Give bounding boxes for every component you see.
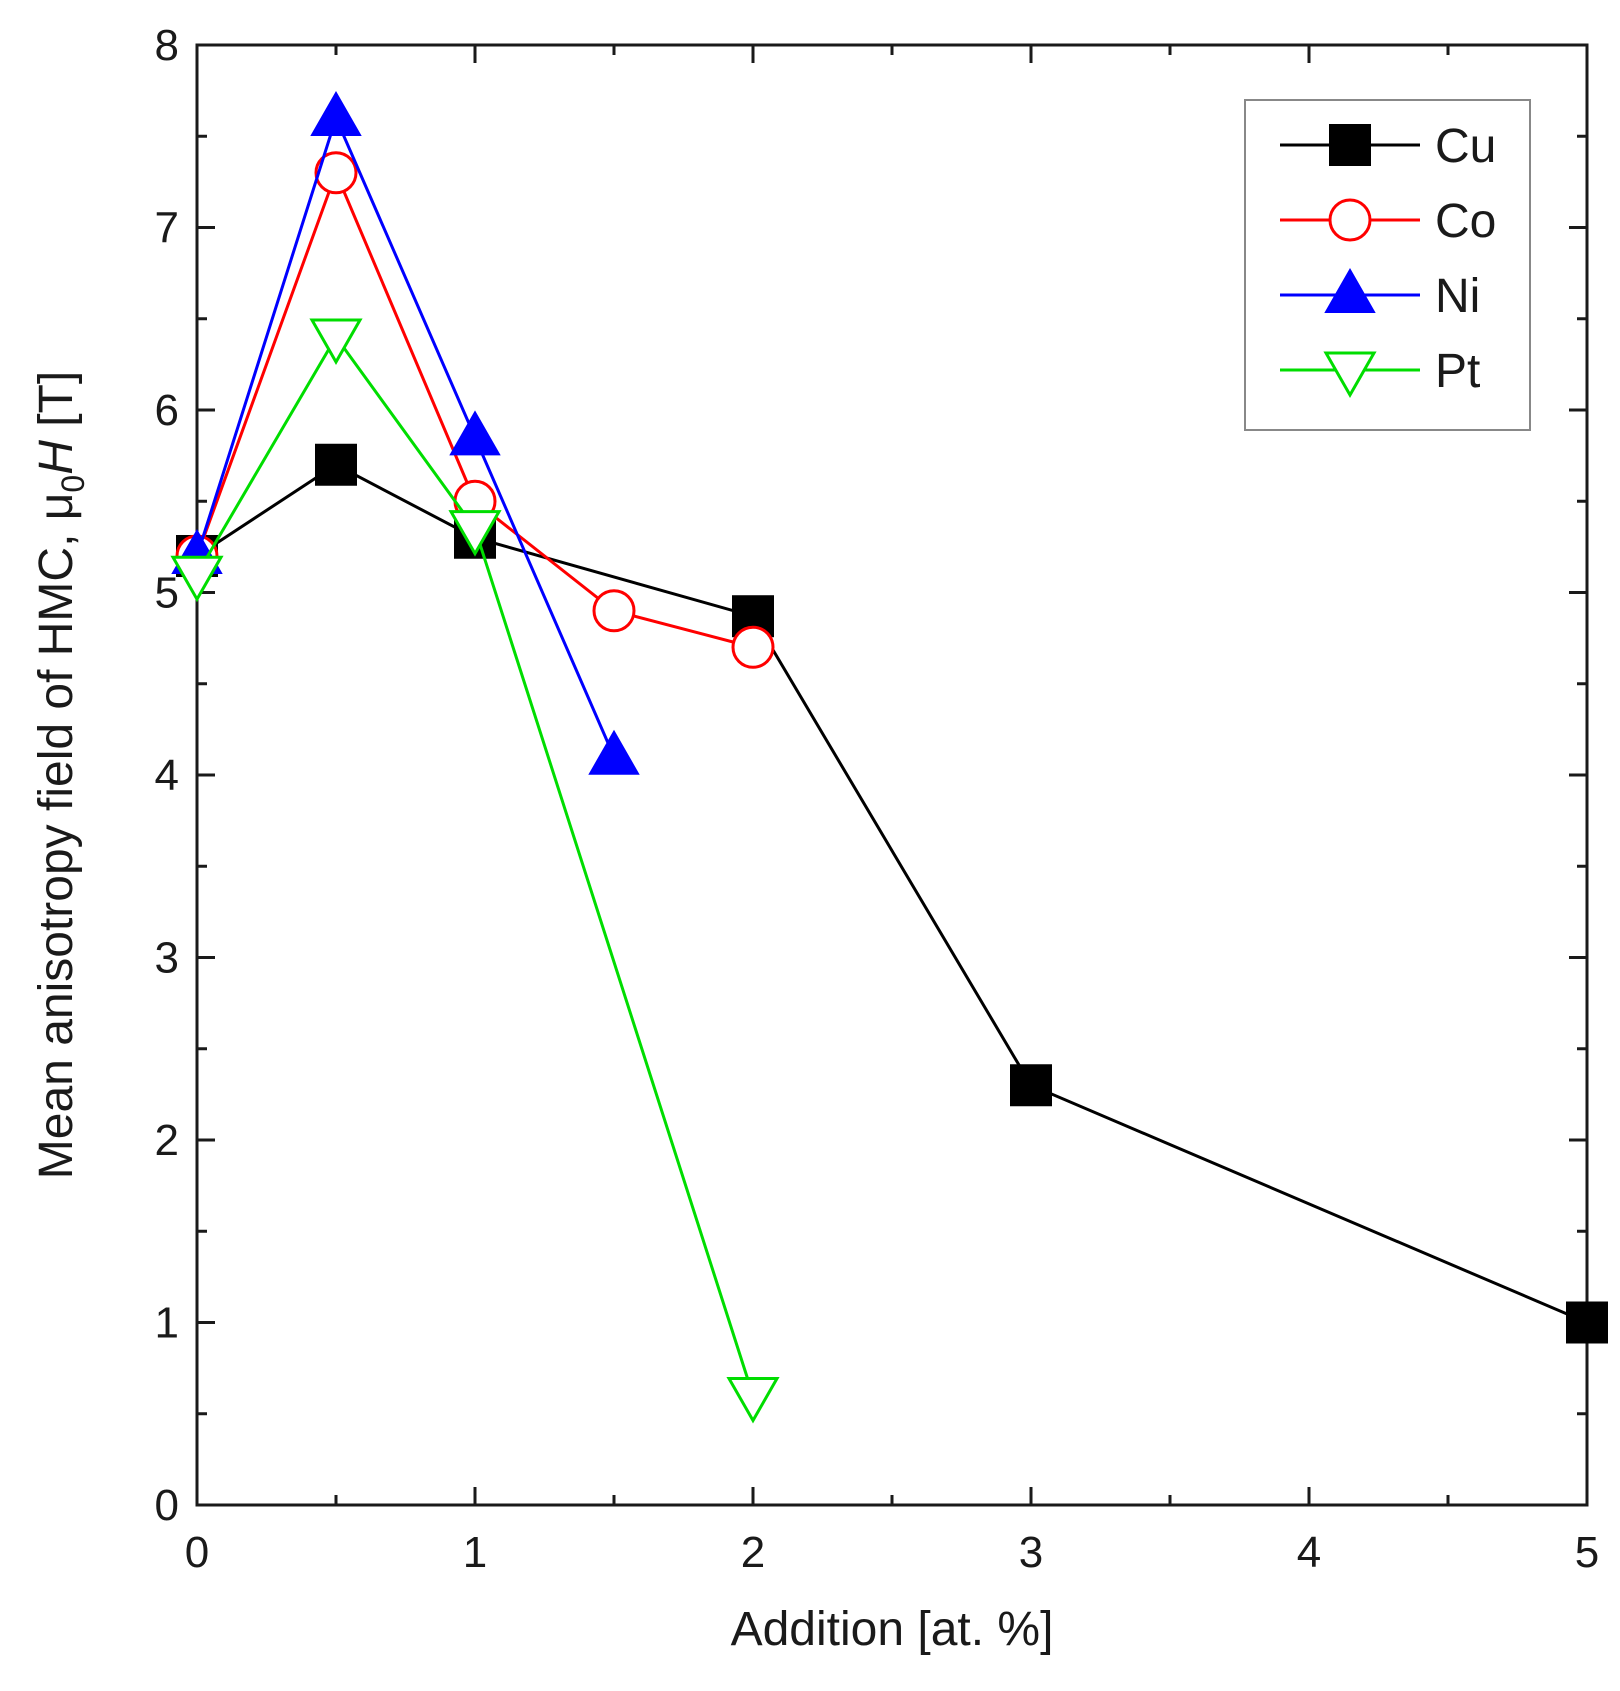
y-tick-label: 3 bbox=[155, 934, 179, 983]
series-line-cu bbox=[196, 463, 1588, 1324]
y-axis-title-subscript: 0 bbox=[55, 475, 91, 493]
data-point-pt bbox=[726, 1377, 780, 1424]
data-point-ni bbox=[449, 410, 501, 456]
plot-area bbox=[170, 90, 1608, 1424]
y-tick-label: 7 bbox=[155, 204, 179, 253]
legend-marker-cu bbox=[1329, 124, 1371, 166]
y-tick-label: 8 bbox=[155, 21, 179, 70]
legend-label-ni: Ni bbox=[1435, 270, 1480, 323]
series-line-ni bbox=[195, 113, 616, 758]
data-point-pt bbox=[448, 510, 502, 557]
axes: 0 1 2 3 4 5 0 1 2 3 4 5 6 7 8 bbox=[155, 21, 1600, 1577]
data-point-cu bbox=[1010, 1064, 1052, 1107]
y-tick-label: 5 bbox=[155, 569, 179, 618]
data-point-pt bbox=[309, 318, 363, 366]
x-tick-label: 0 bbox=[185, 1528, 209, 1577]
y-tick-label: 0 bbox=[155, 1481, 179, 1530]
data-point-pt bbox=[170, 555, 224, 603]
legend-label-cu: Cu bbox=[1435, 120, 1496, 173]
x-tick-label: 2 bbox=[741, 1528, 765, 1577]
y-axis-title-italic: H bbox=[30, 440, 83, 475]
data-point-co bbox=[731, 625, 775, 669]
data-point-ni bbox=[310, 90, 362, 136]
series-line-pt bbox=[195, 334, 755, 1396]
legend-marker-co bbox=[1328, 198, 1372, 242]
legend-marker-pt bbox=[1323, 351, 1377, 399]
data-point-ni bbox=[588, 729, 640, 775]
legend: Cu Co Ni Pt bbox=[1244, 99, 1531, 431]
y-tick-label: 6 bbox=[155, 386, 179, 435]
legend-label-pt: Pt bbox=[1435, 345, 1480, 398]
x-tick-label: 5 bbox=[1575, 1528, 1599, 1577]
data-point-co bbox=[592, 589, 636, 633]
y-tick-label: 1 bbox=[155, 1299, 179, 1348]
x-tick-label: 1 bbox=[463, 1528, 487, 1577]
series-line-co bbox=[195, 168, 754, 649]
x-axis-title: Addition [at. %] bbox=[731, 1603, 1054, 1656]
legend-marker-ni bbox=[1324, 267, 1376, 313]
data-point-co bbox=[314, 151, 358, 195]
legend-label-co: Co bbox=[1435, 195, 1496, 248]
data-point-cu bbox=[315, 443, 357, 486]
y-tick-label: 2 bbox=[155, 1116, 179, 1165]
data-point-cu bbox=[1566, 1301, 1608, 1344]
x-tick-label: 3 bbox=[1019, 1528, 1043, 1577]
y-axis-title-unit: [T] bbox=[30, 371, 83, 440]
x-tick-label: 4 bbox=[1297, 1528, 1321, 1577]
y-axis-title-main: Mean anisotropy field of HMC, μ bbox=[30, 493, 83, 1180]
y-tick-label: 4 bbox=[155, 751, 179, 800]
y-axis-title: Mean anisotropy field of HMC, μ0H [T] bbox=[30, 371, 91, 1179]
legend-box bbox=[1244, 99, 1531, 431]
